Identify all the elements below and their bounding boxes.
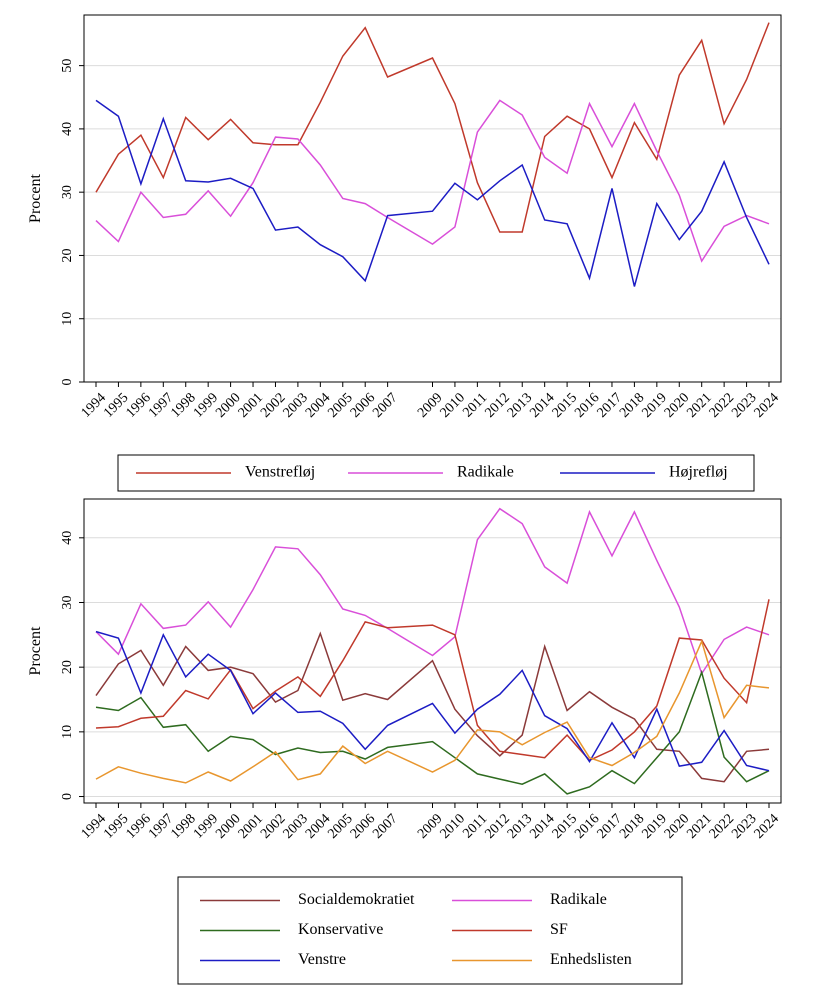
legend-label-hojrefloj: Højrefløj — [669, 464, 728, 481]
x-tick-label: 2024 — [752, 811, 782, 841]
y-tick-label: 10 — [60, 312, 75, 326]
series-line-enhedslisten — [95, 639, 770, 784]
legend-label-venstrefloj: Venstrefløj — [245, 464, 315, 481]
series-line-venstrefloj — [95, 22, 770, 233]
series-line-konservative — [95, 669, 770, 795]
chart-2: 010203040Procent199419951996199719981999… — [27, 498, 782, 985]
legend-2: Socialdemokratiet Radikale Konservative SF V… — [177, 876, 683, 985]
y-tick-label: 30 — [60, 595, 75, 609]
legend-label-sf: SF — [550, 921, 568, 938]
series-line-hojrefloj — [95, 99, 770, 287]
y-axis-title: Procent — [27, 174, 44, 223]
legend-label-socialdemokratiet: Socialdemokratiet — [298, 891, 415, 908]
y-tick-label: 40 — [60, 122, 75, 136]
legend-label-enhedslisten: Enhedslisten — [550, 951, 632, 968]
series-line-radikale — [95, 99, 770, 263]
y-axis-title: Procent — [27, 626, 44, 675]
series-line-socialdemokratiet — [95, 631, 770, 783]
series-line-radikale — [95, 507, 770, 676]
x-tick-label: 2024 — [752, 390, 782, 420]
x-tick-label: 2007 — [370, 390, 400, 420]
plot-frame — [83, 14, 782, 383]
y-tick-label: 20 — [60, 660, 75, 674]
legend-label-radikale: Radikale — [550, 891, 607, 908]
legend-1: Venstrefløj Radikale Højrefløj — [117, 454, 755, 492]
y-tick-label: 20 — [60, 248, 75, 262]
chart-1: 01020304050Procent1994199519961997199819… — [27, 14, 782, 492]
legend-label-venstre: Venstre — [298, 951, 346, 968]
legend-label-konservative: Konservative — [298, 921, 383, 938]
legend-label-radikale: Radikale — [457, 464, 514, 481]
x-tick-label: 2007 — [370, 811, 400, 841]
y-tick-label: 0 — [60, 793, 75, 800]
y-tick-label: 40 — [60, 531, 75, 545]
series-line-venstre — [95, 630, 770, 772]
y-tick-label: 50 — [60, 59, 75, 73]
series-line-sf — [95, 599, 770, 762]
y-tick-label: 10 — [60, 725, 75, 739]
y-tick-label: 0 — [60, 379, 75, 386]
y-tick-label: 30 — [60, 185, 75, 199]
